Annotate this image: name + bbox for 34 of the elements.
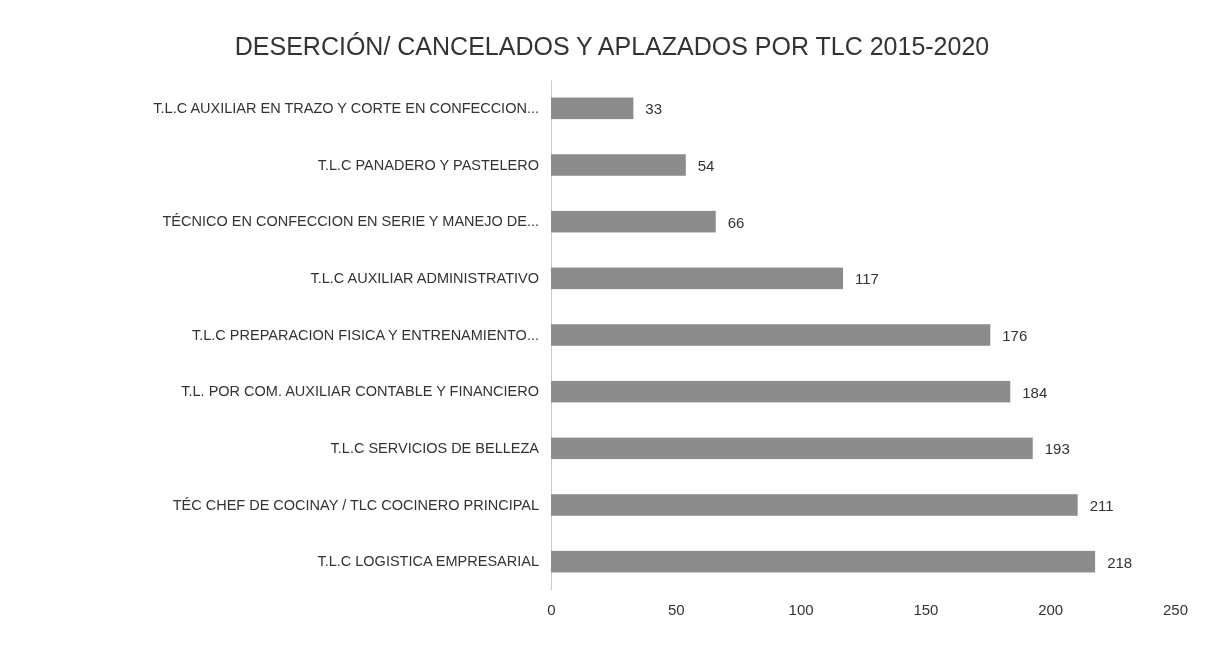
bar bbox=[551, 267, 844, 290]
y-tick-label: T.L.C AUXILIAR ADMINISTRATIVO bbox=[310, 269, 539, 286]
x-tick-label: 50 bbox=[667, 600, 685, 618]
y-tick-label: T.L.C LOGISTICA EMPRESARIAL bbox=[317, 553, 539, 570]
x-tick-label: 150 bbox=[913, 600, 939, 618]
y-tick-label: TÉCNICO EN CONFECCION EN SERIE Y MANEJO DE... bbox=[162, 213, 539, 230]
y-tick-label: T.L. POR COM. AUXILIAR CONTABLE Y FINANCIERO bbox=[181, 383, 539, 400]
data-label: 218 bbox=[1107, 553, 1133, 571]
x-tick-label: 200 bbox=[1038, 600, 1064, 618]
bar bbox=[551, 324, 991, 346]
bar bbox=[551, 154, 686, 176]
bar bbox=[551, 97, 634, 120]
y-tick-label: T.L.C PREPARACION FISICA Y ENTRENAMIENTO... bbox=[191, 326, 539, 343]
data-label: 211 bbox=[1089, 497, 1114, 514]
y-tick-label: TÉC CHEF DE COCINAY / TLC COCINERO PRINCIPAL bbox=[172, 496, 539, 513]
bar bbox=[551, 380, 1011, 403]
bar bbox=[551, 494, 1078, 516]
data-label: 54 bbox=[697, 157, 715, 174]
data-label: 33 bbox=[645, 100, 663, 118]
x-tick-label: 0 bbox=[547, 600, 556, 618]
chart-title: DESERCIÓN/ CANCELADOS Y APLAZADOS POR TLC 2015-2020 bbox=[234, 32, 990, 60]
x-tick-label: 250 bbox=[1162, 600, 1189, 618]
data-label: 176 bbox=[1002, 327, 1028, 344]
bar bbox=[551, 210, 716, 233]
bar bbox=[551, 550, 1096, 573]
y-tick-label: T.L.C PANADERO Y PASTELERO bbox=[317, 156, 539, 173]
data-label: 66 bbox=[727, 213, 745, 231]
bar bbox=[551, 437, 1033, 460]
y-tick-label: T.L.C SERVICIOS DE BELLEZA bbox=[330, 439, 540, 456]
data-label: 193 bbox=[1044, 440, 1070, 458]
x-tick-label: 100 bbox=[788, 600, 814, 618]
data-label: 117 bbox=[855, 270, 879, 288]
data-label: 184 bbox=[1022, 383, 1048, 401]
y-tick-label: T.L.C AUXILIAR EN TRAZO Y CORTE EN CONFECCION... bbox=[153, 99, 539, 116]
